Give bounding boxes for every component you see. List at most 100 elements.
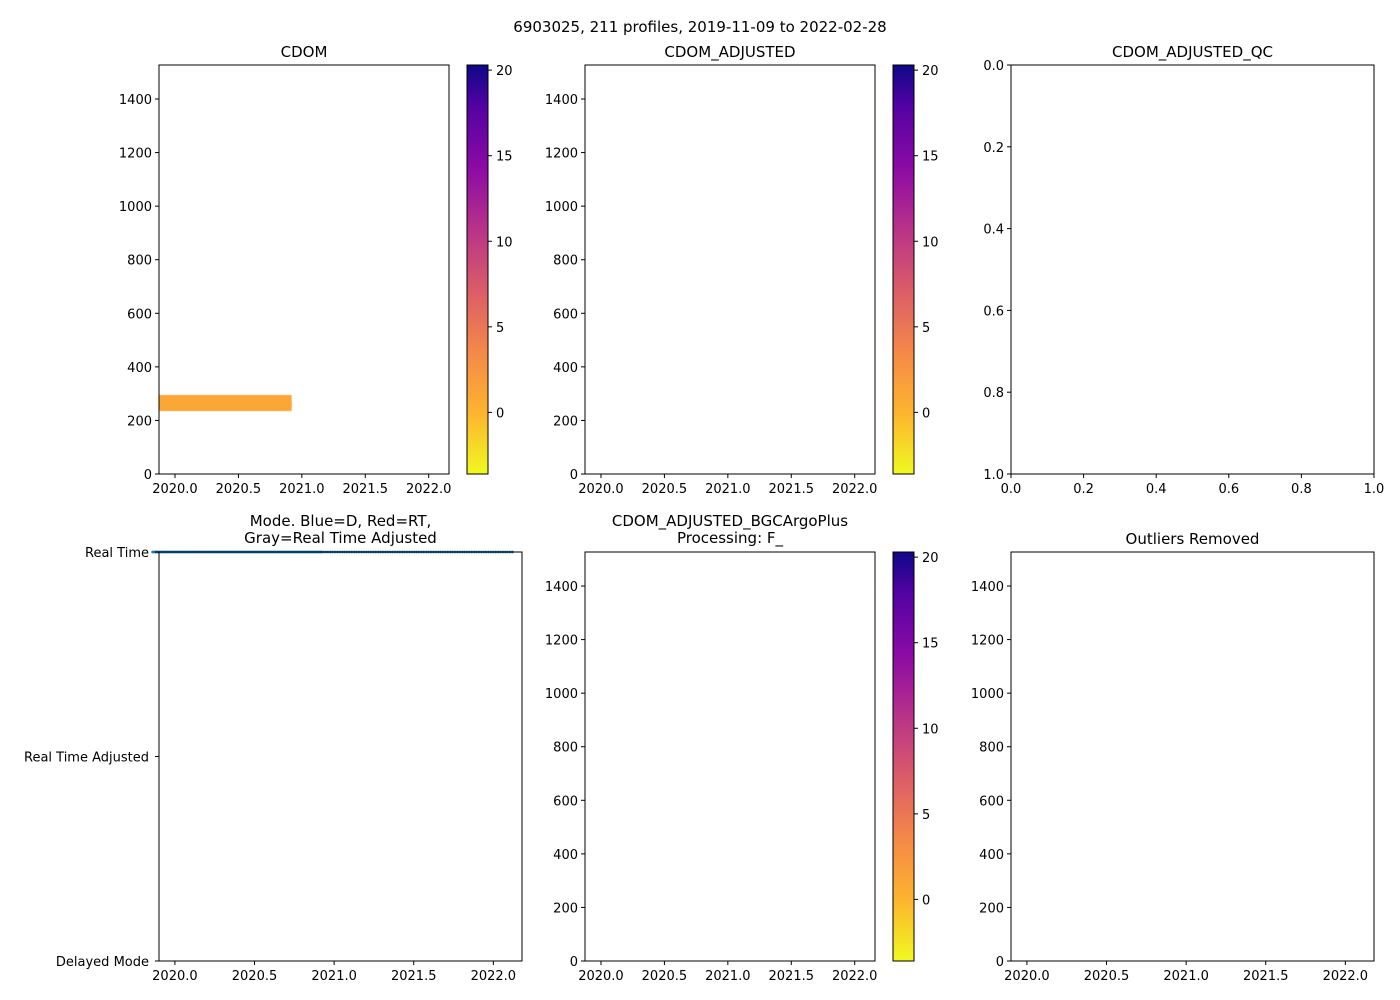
y-tick-label: 1000 <box>971 687 1004 702</box>
y-tick-label: 400 <box>127 361 152 376</box>
x-tick-label: 2021.0 <box>279 482 325 497</box>
colorbar-tick-label: 15 <box>922 150 939 165</box>
x-tick-label: 2021.5 <box>1243 969 1289 984</box>
panel-title: CDOM <box>281 43 328 61</box>
y-tick-label: 400 <box>553 361 578 376</box>
panel-mode: Mode. Blue=D, Red=RT,Gray=Real Time Adju… <box>24 512 523 984</box>
y-tick-label: 0 <box>996 955 1004 970</box>
y-tick-label: 0.0 <box>983 59 1004 74</box>
x-tick-label: 2021.0 <box>311 969 357 984</box>
y-tick-label: 600 <box>553 794 578 809</box>
axes-frame <box>584 551 876 962</box>
y-tick-label: 1200 <box>971 634 1004 649</box>
x-tick-label: 2020.5 <box>232 969 278 984</box>
colorbar-tick-label: 20 <box>922 551 939 566</box>
colorbar-tick-label: 20 <box>496 64 513 79</box>
x-tick-label: 2022.0 <box>471 969 517 984</box>
y-tick-label: 600 <box>979 794 1004 809</box>
y-tick-label: 0 <box>570 468 578 483</box>
panel-title: CDOM_ADJUSTED_BGCArgoPlus <box>612 512 848 531</box>
colorbar-tick-label: 0 <box>922 893 930 908</box>
x-tick-label: 2021.5 <box>343 482 389 497</box>
colorbar: 0 5 10 15 20 <box>466 64 513 475</box>
colorbar-tick-label: 20 <box>922 64 939 79</box>
colorbar-tick-label: 15 <box>922 637 939 652</box>
panel-title-line2: Processing: F_ <box>677 529 784 548</box>
panel-title: Outliers Removed <box>1126 530 1260 548</box>
colorbar-tick-label: 5 <box>922 808 930 823</box>
panel-title: Mode. Blue=D, Red=RT, <box>250 512 432 530</box>
y-tick-label: 600 <box>553 307 578 322</box>
colorbar-tick-label: 0 <box>496 406 504 421</box>
x-tick-label: 0.0 <box>1001 482 1022 497</box>
x-tick-label: 2021.5 <box>769 969 815 984</box>
axes-frame <box>1010 64 1375 475</box>
y-tick-label: 0 <box>570 955 578 970</box>
y-tick-label: 1000 <box>545 200 578 215</box>
y-tick-label: 1400 <box>545 93 578 108</box>
y-tick-label: 600 <box>127 307 152 322</box>
colorbar-gradient <box>466 64 489 475</box>
x-tick-label: 2020.0 <box>152 482 198 497</box>
axes-frame <box>1010 551 1375 962</box>
x-tick-label: 2020.5 <box>642 969 688 984</box>
x-tick-label: 2022.0 <box>406 482 452 497</box>
y-tick-label: 0.8 <box>983 386 1004 401</box>
y-tick-label: 1000 <box>545 687 578 702</box>
x-tick-label: 2022.0 <box>832 969 878 984</box>
x-tick-label: 2021.5 <box>769 482 815 497</box>
x-tick-label: 2020.5 <box>216 482 262 497</box>
x-tick-label: 2020.0 <box>152 969 198 984</box>
y-tick-label: 200 <box>553 901 578 916</box>
y-tick-label: 1400 <box>545 580 578 595</box>
y-tick-label: 200 <box>979 901 1004 916</box>
colorbar-tick-label: 10 <box>496 235 513 250</box>
y-tick-label: 200 <box>127 414 152 429</box>
colorbar: 0 5 10 15 20 <box>892 64 939 475</box>
y-tick-label: 400 <box>553 848 578 863</box>
colorbar: 0 5 10 15 20 <box>892 551 939 962</box>
x-tick-label: 2022.0 <box>1323 969 1369 984</box>
y-tick-label: 1200 <box>545 634 578 649</box>
y-tick-label: 0.2 <box>983 141 1004 156</box>
x-tick-label: 2022.0 <box>832 482 878 497</box>
x-tick-label: 1.0 <box>1364 482 1385 497</box>
y-tick-label: 1400 <box>119 93 152 108</box>
x-tick-label: 0.4 <box>1146 482 1167 497</box>
colorbar-gradient <box>892 64 915 475</box>
colorbar-gradient <box>892 551 915 962</box>
y-tick-label: 800 <box>127 254 152 269</box>
x-tick-label: 0.6 <box>1218 482 1239 497</box>
y-tick-label: 1000 <box>119 200 152 215</box>
axes-frame <box>158 551 523 962</box>
panel-cdom_adjusted_qc: CDOM_ADJUSTED_QC 0.0 0.2 0.4 0.6 0.8 1.0 0.0 0.2… <box>983 43 1384 497</box>
x-tick-label: 0.8 <box>1291 482 1312 497</box>
colorbar-tick-label: 15 <box>496 150 513 165</box>
y-tick-label: 1400 <box>971 580 1004 595</box>
x-tick-label: 2021.5 <box>391 969 437 984</box>
x-tick-label: 2020.5 <box>642 482 688 497</box>
colorbar-tick-label: 10 <box>922 722 939 737</box>
colorbar-tick-label: 0 <box>922 406 930 421</box>
axes-frame <box>158 64 450 475</box>
y-tick-label: 1200 <box>119 147 152 162</box>
y-category-label: Delayed Mode <box>56 955 149 970</box>
y-tick-label: 800 <box>979 741 1004 756</box>
panel-title: CDOM_ADJUSTED_QC <box>1112 43 1273 62</box>
panel-outliers_removed: Outliers Removed 2020.0 2020.5 2021.0 2021.5… <box>971 530 1375 984</box>
y-tick-label: 0 <box>144 468 152 483</box>
suptitle: 6903025, 211 profiles, 2019-11-09 to 202… <box>513 18 886 36</box>
y-tick-label: 800 <box>553 254 578 269</box>
cdom-heatmap-canvas <box>159 65 449 474</box>
panel-title: CDOM_ADJUSTED <box>664 43 795 62</box>
y-tick-label: 800 <box>553 741 578 756</box>
x-tick-label: 0.2 <box>1073 482 1094 497</box>
colorbar-tick-label: 5 <box>922 321 930 336</box>
panel-title-line2: Gray=Real Time Adjusted <box>244 529 437 547</box>
y-tick-label: 0.4 <box>983 223 1004 238</box>
